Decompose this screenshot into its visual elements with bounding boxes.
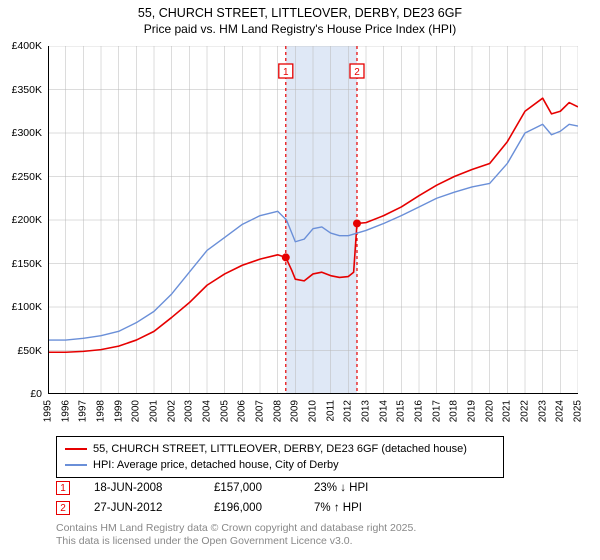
y-tick-label: £350K	[12, 84, 42, 96]
x-tick-label: 2022	[520, 400, 531, 422]
x-tick-label: 2008	[272, 400, 283, 422]
x-tick-label: 2013	[361, 400, 372, 422]
chart-plot-area: 12	[48, 46, 578, 394]
footnote-line: Contains HM Land Registry data © Crown c…	[56, 522, 416, 535]
chart-title-block: 55, CHURCH STREET, LITTLEOVER, DERBY, DE…	[0, 0, 600, 36]
event-marker-icon: 2	[56, 501, 70, 515]
y-tick-label: £400K	[12, 40, 42, 52]
x-tick-label: 2017	[431, 400, 442, 422]
x-tick-label: 2024	[555, 400, 566, 422]
legend-item-price-paid: 55, CHURCH STREET, LITTLEOVER, DERBY, DE…	[65, 441, 495, 457]
event-date: 27-JUN-2012	[94, 502, 214, 514]
x-tick-label: 2005	[219, 400, 230, 422]
legend-swatch-price-paid	[65, 448, 87, 450]
event-price: £196,000	[214, 502, 314, 514]
x-tick-label: 2021	[502, 400, 513, 422]
x-tick-label: 2002	[166, 400, 177, 422]
footnote-line: This data is licensed under the Open Gov…	[56, 535, 416, 548]
y-tick-label: £200K	[12, 214, 42, 226]
svg-text:1: 1	[283, 67, 289, 78]
event-row: 1 18-JUN-2008 £157,000 23% ↓ HPI	[56, 478, 424, 498]
x-tick-label: 2001	[149, 400, 160, 422]
x-tick-label: 1995	[43, 400, 54, 422]
x-tick-label: 1997	[78, 400, 89, 422]
events-table: 1 18-JUN-2008 £157,000 23% ↓ HPI 2 27-JU…	[56, 478, 424, 518]
x-tick-label: 2003	[184, 400, 195, 422]
y-tick-label: £300K	[12, 127, 42, 139]
legend-label-hpi: HPI: Average price, detached house, City…	[93, 457, 339, 473]
x-tick-label: 2025	[573, 400, 584, 422]
x-tick-label: 1996	[60, 400, 71, 422]
x-tick-label: 2018	[449, 400, 460, 422]
x-tick-label: 2009	[290, 400, 301, 422]
event-hpi-delta: 23% ↓ HPI	[314, 482, 424, 494]
x-tick-label: 2023	[537, 400, 548, 422]
y-tick-label: £0	[30, 388, 42, 400]
x-tick-label: 2015	[396, 400, 407, 422]
x-tick-label: 2000	[131, 400, 142, 422]
legend-label-price-paid: 55, CHURCH STREET, LITTLEOVER, DERBY, DE…	[93, 441, 467, 457]
event-row: 2 27-JUN-2012 £196,000 7% ↑ HPI	[56, 498, 424, 518]
legend-item-hpi: HPI: Average price, detached house, City…	[65, 457, 495, 473]
legend-swatch-hpi	[65, 464, 87, 466]
x-tick-label: 2014	[378, 400, 389, 422]
event-marker-icon: 1	[56, 481, 70, 495]
chart-title: 55, CHURCH STREET, LITTLEOVER, DERBY, DE…	[0, 6, 600, 20]
x-tick-label: 2007	[255, 400, 266, 422]
x-tick-label: 2006	[237, 400, 248, 422]
x-tick-label: 1998	[96, 400, 107, 422]
x-tick-label: 2011	[325, 400, 336, 422]
y-tick-label: £100K	[12, 301, 42, 313]
x-tick-label: 2004	[202, 400, 213, 422]
x-tick-label: 2019	[467, 400, 478, 422]
chart-subtitle: Price paid vs. HM Land Registry's House …	[0, 22, 600, 36]
legend: 55, CHURCH STREET, LITTLEOVER, DERBY, DE…	[56, 436, 504, 478]
x-tick-label: 2020	[484, 400, 495, 422]
event-date: 18-JUN-2008	[94, 482, 214, 494]
y-tick-label: £50K	[17, 345, 42, 357]
x-tick-label: 1999	[113, 400, 124, 422]
y-tick-label: £250K	[12, 171, 42, 183]
svg-text:2: 2	[354, 67, 360, 78]
x-tick-label: 2016	[414, 400, 425, 422]
event-price: £157,000	[214, 482, 314, 494]
x-tick-label: 2012	[343, 400, 354, 422]
x-tick-label: 2010	[308, 400, 319, 422]
event-hpi-delta: 7% ↑ HPI	[314, 502, 424, 514]
y-tick-label: £150K	[12, 258, 42, 270]
y-axis-labels: £0£50K£100K£150K£200K£250K£300K£350K£400…	[0, 46, 46, 394]
x-axis-labels: 1995199619971998199920002001200220032004…	[48, 398, 578, 432]
attribution-footnote: Contains HM Land Registry data © Crown c…	[56, 522, 416, 548]
